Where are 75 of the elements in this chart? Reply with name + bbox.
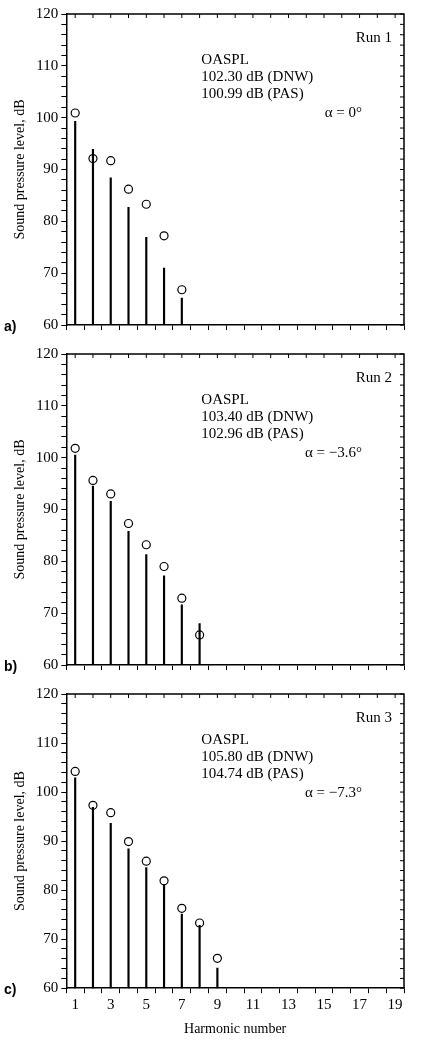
point bbox=[141, 540, 151, 550]
y-tick-label: 70 bbox=[43, 604, 59, 621]
point bbox=[159, 876, 169, 886]
point bbox=[70, 766, 80, 777]
x-tick-label: 19 bbox=[387, 996, 403, 1013]
y-tick-label: 60 bbox=[43, 655, 59, 672]
annotation: 105.80 dB (DNW) bbox=[201, 748, 314, 765]
point bbox=[141, 856, 151, 866]
y-tick-label: 110 bbox=[36, 56, 59, 73]
point bbox=[123, 836, 134, 847]
annotation: α = 0° bbox=[324, 104, 362, 120]
y-axis-title: Sound pressure level, dB bbox=[12, 99, 28, 240]
annotation: 102.30 dB (DNW) bbox=[201, 68, 314, 85]
point bbox=[159, 231, 169, 241]
x-axis-title: Harmonic number bbox=[184, 1021, 287, 1037]
annotation: α = −3.6° bbox=[304, 444, 362, 460]
y-tick-label: 100 bbox=[35, 783, 59, 799]
text: a) bbox=[4, 318, 17, 334]
text: b) bbox=[4, 658, 18, 674]
point bbox=[159, 561, 169, 572]
point bbox=[177, 593, 187, 603]
text: c) bbox=[4, 981, 17, 998]
x-tick-label: 17 bbox=[352, 996, 368, 1013]
annotation: 100.99 dB (PAS) bbox=[201, 85, 304, 102]
annotation: OASPL bbox=[201, 51, 249, 67]
annotation: OASPL bbox=[201, 391, 249, 407]
x-tick-label: 5 bbox=[142, 996, 151, 1013]
annotation: Run 3 bbox=[355, 709, 392, 725]
x-tick-label: 7 bbox=[178, 996, 187, 1013]
y-tick-label: 110 bbox=[36, 733, 59, 750]
point bbox=[123, 518, 134, 529]
x-tick-label: 9 bbox=[213, 996, 222, 1013]
point bbox=[141, 199, 151, 209]
y-tick-label: 80 bbox=[43, 552, 59, 569]
point bbox=[70, 443, 80, 453]
point bbox=[88, 475, 98, 486]
y-tick-label: 60 bbox=[43, 979, 59, 996]
y-tick-label: 90 bbox=[43, 160, 59, 177]
annotation: Run 1 bbox=[355, 29, 392, 45]
x-tick-label: 1 bbox=[71, 996, 79, 1013]
y-tick-label: 100 bbox=[35, 448, 59, 465]
point bbox=[70, 108, 80, 118]
y-tick-label: 90 bbox=[43, 500, 59, 517]
y-tick-label: 70 bbox=[43, 264, 59, 281]
y-tick-label: 110 bbox=[36, 396, 59, 413]
y-tick-label: 120 bbox=[35, 344, 59, 361]
point bbox=[212, 953, 222, 963]
point bbox=[177, 903, 187, 913]
point bbox=[106, 156, 116, 166]
y-tick-label: 80 bbox=[43, 881, 59, 898]
y-axis-title: Sound pressure level, dB bbox=[12, 439, 28, 580]
y-tick-label: 100 bbox=[35, 108, 59, 125]
annotation: 103.40 dB (DNW) bbox=[201, 408, 314, 425]
annotation: OASPL bbox=[201, 731, 249, 747]
y-tick-label: 80 bbox=[43, 212, 59, 229]
x-tick-label: 11 bbox=[245, 996, 261, 1013]
x-tick-label: 3 bbox=[106, 996, 115, 1013]
point bbox=[123, 184, 134, 194]
y-tick-label: 60 bbox=[43, 315, 59, 332]
x-tick-label: 15 bbox=[316, 996, 332, 1013]
annotation: Run 2 bbox=[355, 369, 392, 385]
annotation: 104.74 dB (PAS) bbox=[201, 765, 304, 782]
y-tick-label: 120 bbox=[35, 4, 59, 21]
point bbox=[88, 800, 98, 810]
x-tick-label: 13 bbox=[280, 996, 296, 1013]
y-axis-title: Sound pressure level, dB bbox=[12, 771, 28, 912]
point bbox=[106, 808, 116, 818]
annotation: 102.96 dB (PAS) bbox=[201, 425, 304, 442]
point bbox=[177, 285, 187, 295]
y-tick-label: 90 bbox=[43, 832, 59, 849]
point bbox=[195, 918, 205, 928]
y-tick-label: 70 bbox=[43, 930, 59, 947]
annotation: α = −7.3° bbox=[304, 784, 362, 800]
point bbox=[106, 489, 116, 499]
y-tick-label: 120 bbox=[35, 684, 59, 701]
